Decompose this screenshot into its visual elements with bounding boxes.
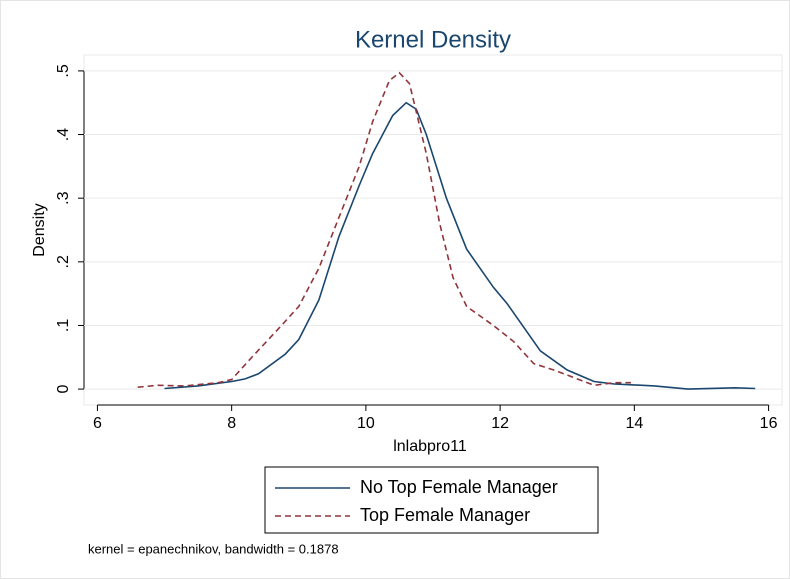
- y-tick-label: 0: [55, 385, 72, 394]
- x-tick-label: 8: [227, 415, 236, 432]
- x-tick-label: 10: [357, 415, 375, 432]
- legend-label: No Top Female Manager: [360, 477, 558, 497]
- x-axis-label: lnlabpro11: [393, 438, 467, 455]
- y-tick-label: .3: [55, 191, 72, 204]
- plot-area: [83, 54, 783, 406]
- x-tick-label: 6: [93, 415, 102, 432]
- legend-label: Top Female Manager: [360, 505, 530, 525]
- series-line: [137, 71, 631, 388]
- y-tick-label: .4: [55, 128, 72, 141]
- legend-box: [264, 466, 599, 534]
- x-tick-label: 16: [760, 415, 778, 432]
- y-axis-label: Density: [31, 203, 48, 256]
- x-tick-label: 12: [491, 415, 509, 432]
- chart-title: Kernel Density: [355, 26, 511, 53]
- x-tick-label: 14: [625, 415, 643, 432]
- note: kernel = epanechnikov, bandwidth = 0.187…: [88, 541, 339, 556]
- y-tick-label: .5: [55, 64, 72, 77]
- y-tick-label: .1: [55, 319, 72, 332]
- y-tick-label: .2: [55, 255, 72, 268]
